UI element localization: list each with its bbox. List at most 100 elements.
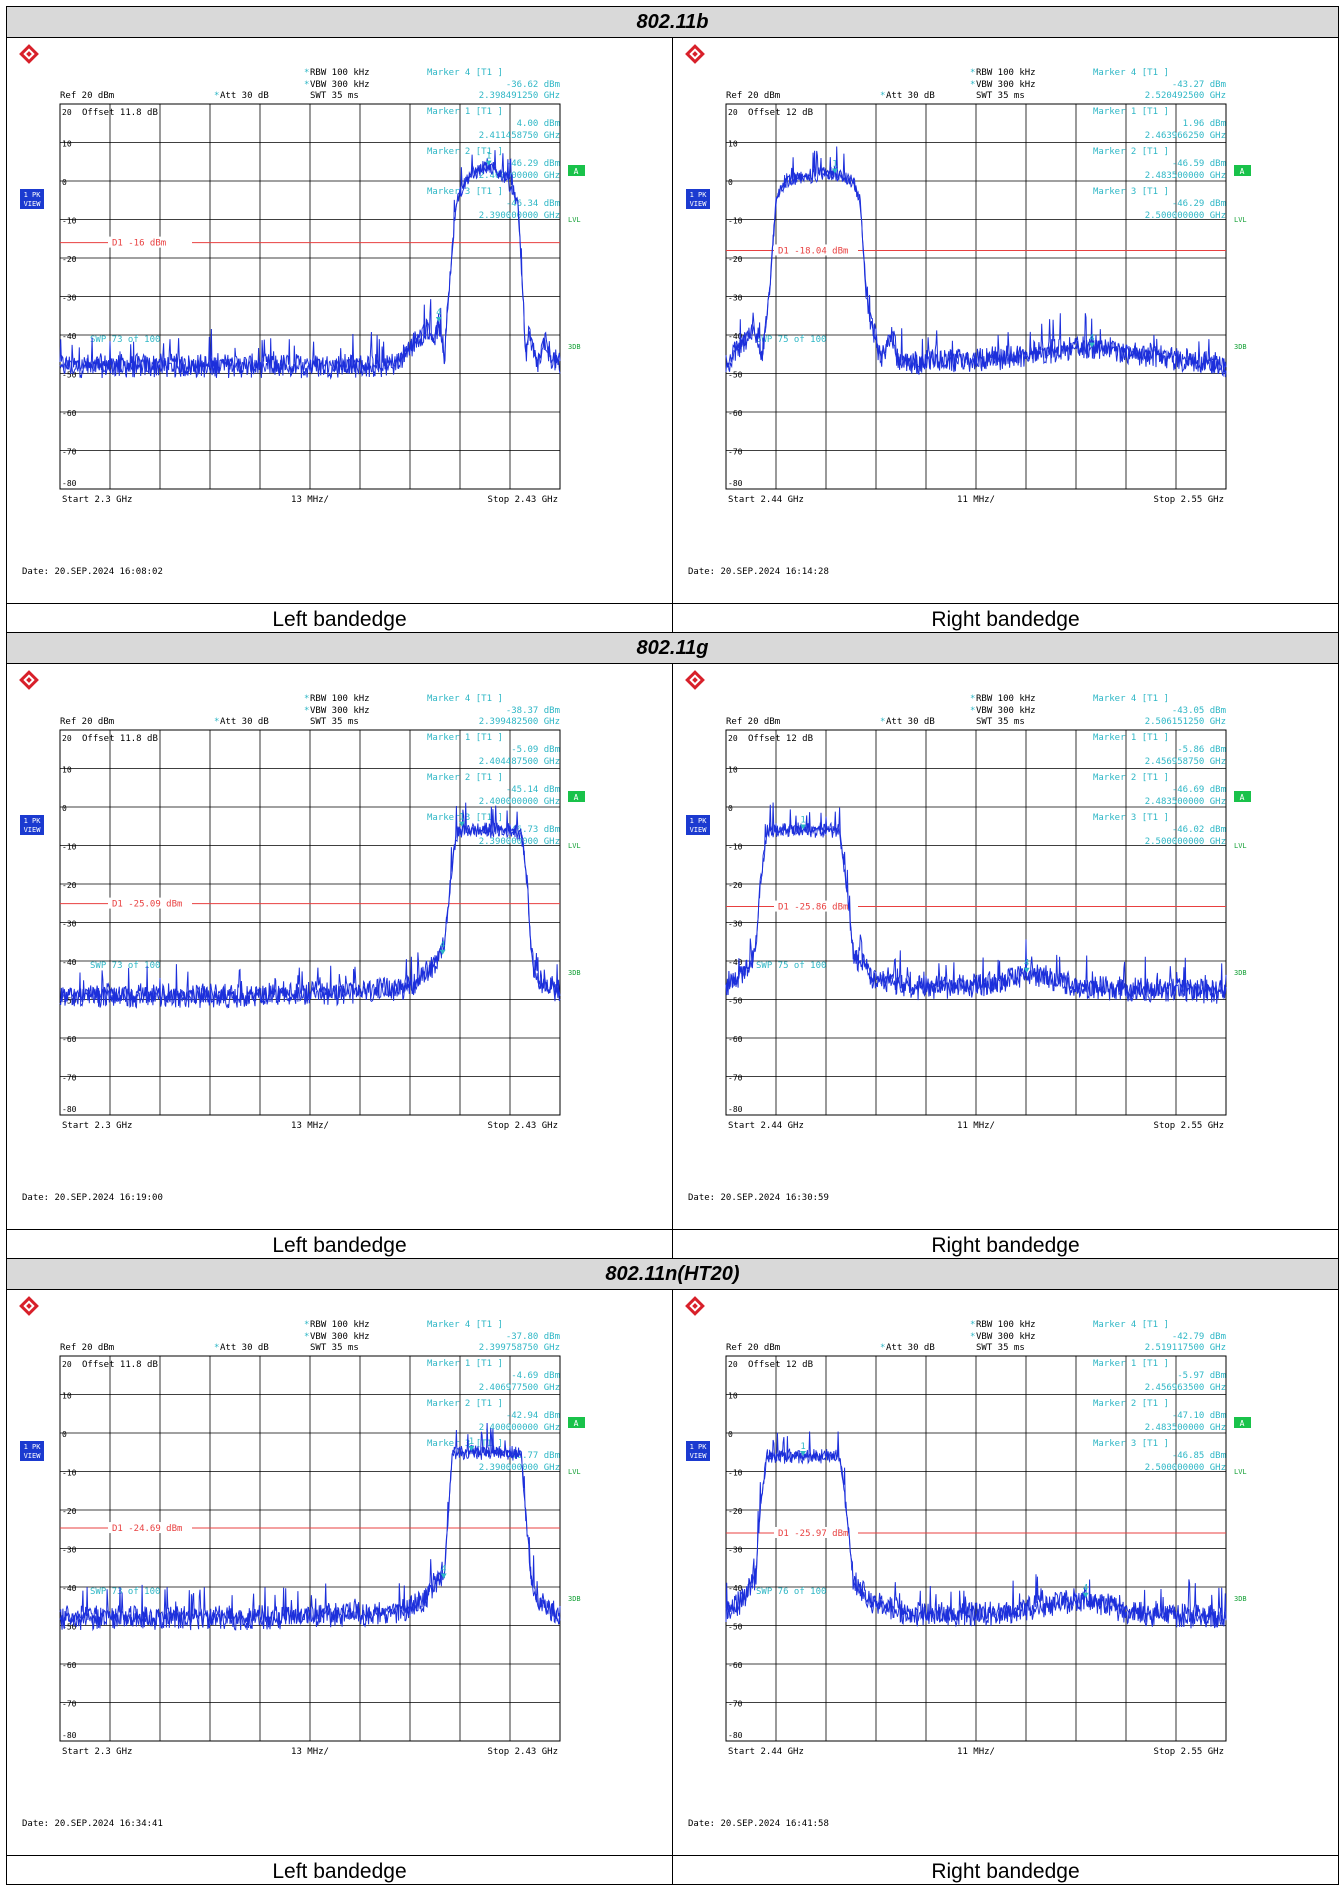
marker-title: Marker 3 [T1 ] — [1093, 1439, 1169, 1449]
lvl-label: LVL — [568, 842, 581, 850]
marker-freq: 2.398491250 GHz — [479, 91, 560, 101]
marker-freq: 2.404487500 GHz — [479, 757, 560, 767]
marker-freq: 2.406977500 GHz — [479, 1383, 560, 1393]
marker-title: Marker 4 [T1 ] — [1093, 1320, 1169, 1330]
marker-level: -38.37 dBm — [506, 706, 560, 716]
y-tick-label: -40 — [62, 1584, 77, 1593]
y-tick-label: 10 — [62, 766, 72, 775]
marker-title: Marker 3 [T1 ] — [427, 187, 503, 197]
db3-label: 3DB — [1234, 343, 1247, 351]
panel-caption: Left bandedge — [6, 1855, 673, 1885]
section-title: 802.11g — [6, 632, 1339, 664]
y-tick-label: 20 — [728, 734, 738, 743]
capture-date: Date: 20.SEP.2024 16:41:58 — [688, 1819, 829, 1829]
marker-level: -37.80 dBm — [506, 1332, 560, 1342]
marker-title: Marker 3 [T1 ] — [427, 1439, 503, 1449]
marker-number: 4 — [441, 1565, 446, 1575]
d1-label-bg — [774, 900, 858, 912]
offset-readout: Offset 11.8 dB — [82, 734, 158, 744]
spectrum-trace — [59, 1422, 561, 1632]
display-line-label: D1 -25.09 dBm — [112, 900, 182, 910]
d1-label-bg — [108, 1522, 192, 1534]
marker-title: Marker 1 [T1 ] — [427, 1359, 503, 1369]
panel-caption: Right bandedge — [672, 603, 1339, 633]
spectrum-trace-overlay — [59, 1444, 561, 1627]
y-tick-label: 0 — [62, 178, 67, 187]
rs-logo-icon — [19, 44, 39, 64]
coupled-star: * — [970, 80, 975, 90]
y-tick-label: -20 — [62, 255, 77, 264]
rs-logo-icon — [19, 1296, 39, 1316]
plot-grid — [725, 1355, 1227, 1742]
y-tick-label: -60 — [728, 1035, 743, 1044]
panel-caption: Left bandedge — [6, 603, 673, 633]
marker-freq: 2.411458750 GHz — [479, 131, 560, 141]
y-tick-label: -10 — [728, 1469, 743, 1478]
swt-readout: SWT 35 ms — [310, 91, 359, 101]
marker-1-icon: 1 — [800, 1442, 807, 1456]
y-tick-label: -60 — [62, 1661, 77, 1670]
trigger-a-label: A — [574, 167, 579, 176]
y-tick-label: -70 — [62, 448, 77, 457]
attenuation-readout: Att 30 dB — [220, 1343, 269, 1353]
d1-label-bg — [108, 236, 192, 248]
y-tick-label: -40 — [62, 958, 77, 967]
trace-view-label: VIEW — [690, 1452, 708, 1460]
marker-4-icon: 4 — [440, 1565, 447, 1579]
marker-title: Marker 2 [T1 ] — [427, 147, 503, 157]
start-frequency: Start 2.44 GHz — [728, 495, 804, 505]
spectrum-trace-overlay — [725, 166, 1227, 374]
attenuation-readout: Att 30 dB — [886, 717, 935, 727]
analyzer-panel: * * * RBW 100 kHz VBW 300 kHz SWT 35 ms Ref 20… — [6, 1289, 673, 1856]
marker-freq: 2.500000000 GHz — [1145, 1463, 1226, 1473]
trigger-a-label: A — [1240, 167, 1245, 176]
marker-level: -43.27 dBm — [1172, 80, 1226, 90]
y-tick-label: -20 — [62, 1507, 77, 1516]
y-tick-label: 0 — [728, 1430, 733, 1439]
marker-freq: 2.456963500 GHz — [1145, 1383, 1226, 1393]
span-per-division: 13 MHz/ — [291, 1121, 329, 1131]
vbw-readout: VBW 300 kHz — [310, 706, 370, 716]
y-tick-label: -80 — [728, 479, 743, 488]
rbw-readout: RBW 100 kHz — [976, 694, 1036, 704]
trace-view-label: VIEW — [24, 826, 42, 834]
rs-logo-icon — [685, 44, 705, 64]
marker-title: Marker 1 [T1 ] — [1093, 107, 1169, 117]
marker-title: Marker 4 [T1 ] — [427, 68, 503, 78]
y-tick-label: -20 — [728, 255, 743, 264]
y-tick-label: -10 — [62, 843, 77, 852]
d1-label-bg — [774, 244, 858, 256]
y-tick-label: 20 — [728, 1360, 738, 1369]
marker-title: Marker 3 [T1 ] — [1093, 187, 1169, 197]
stop-frequency: Stop 2.55 GHz — [1154, 1121, 1224, 1131]
marker-freq: 2.390000000 GHz — [479, 837, 560, 847]
marker-4-icon: 4 — [1023, 959, 1030, 973]
offset-readout: Offset 11.8 dB — [82, 1360, 158, 1370]
marker-level: -46.34 dBm — [506, 199, 560, 209]
trace-view-label: VIEW — [24, 200, 42, 208]
start-frequency: Start 2.3 GHz — [62, 495, 132, 505]
db3-label: 3DB — [1234, 1595, 1247, 1603]
marker-4-icon: 4 — [435, 308, 442, 322]
trace-pk-label: 1 PK — [690, 191, 708, 199]
db3-label: 3DB — [568, 1595, 581, 1603]
marker-level: -4.69 dBm — [511, 1371, 560, 1381]
y-tick-label: -10 — [62, 217, 77, 226]
coupled-star: * — [304, 694, 309, 704]
analyzer-panel: * * * RBW 100 kHz VBW 300 kHz SWT 35 ms Ref 20… — [672, 663, 1339, 1230]
marker-freq: 2.456958750 GHz — [1145, 757, 1226, 767]
coupled-star: * — [970, 68, 975, 78]
swt-readout: SWT 35 ms — [976, 1343, 1025, 1353]
span-per-division: 11 MHz/ — [957, 495, 995, 505]
y-tick-label: -80 — [62, 1731, 77, 1740]
marker-level: -46.69 dBm — [1172, 785, 1226, 795]
rs-logo-icon — [685, 670, 705, 690]
marker-level: -46.77 dBm — [506, 1451, 560, 1461]
marker-title: Marker 1 [T1 ] — [427, 107, 503, 117]
display-line-label: D1 -25.97 dBm — [778, 1529, 848, 1539]
marker-4-icon: 4 — [1082, 1584, 1089, 1598]
y-tick-label: -10 — [62, 1469, 77, 1478]
